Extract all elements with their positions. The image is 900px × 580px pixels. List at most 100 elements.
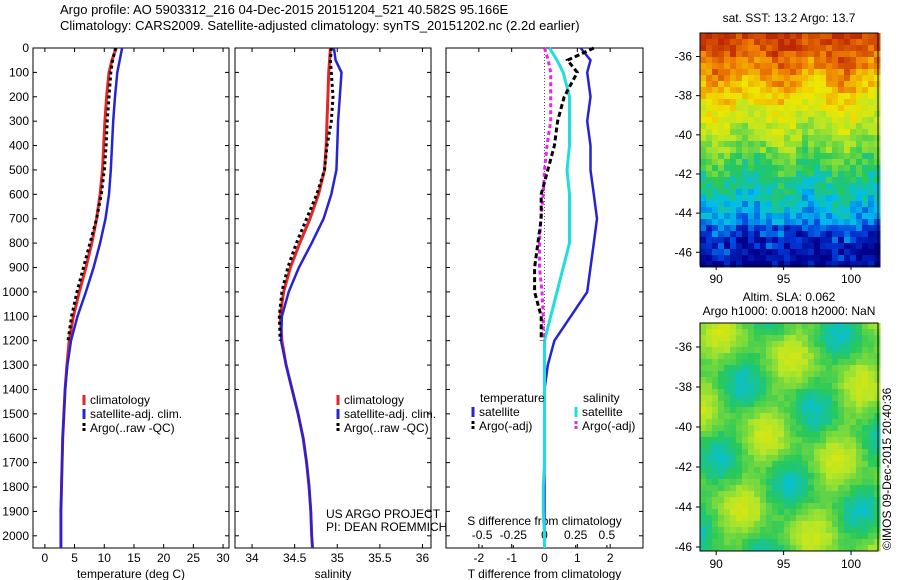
sst-map-cell (748, 255, 755, 262)
sla-map-cell (742, 431, 749, 438)
sst-map-cell (862, 153, 869, 160)
sla-map-cell (766, 515, 773, 522)
sst-map-cell (790, 51, 797, 58)
sst-map-cell (736, 129, 743, 136)
depth-tick-label: 1500 (2, 407, 29, 421)
sla-map-cell (706, 533, 713, 540)
sla-map-cell (730, 461, 737, 468)
sst-map-cell (826, 45, 833, 52)
sst-map-cell (820, 201, 827, 208)
depth-tick-label: 1600 (2, 431, 29, 445)
sst-map-cell (706, 183, 713, 190)
sla-map-cell (778, 461, 785, 468)
sst-map-cell (724, 81, 731, 88)
sla-map-cell (808, 461, 815, 468)
sla-map-cell (790, 389, 797, 396)
sla-map-cell (730, 425, 737, 432)
sst-map-cell (796, 249, 803, 256)
sla-map-cell (724, 521, 731, 528)
sst-map-cell (712, 129, 719, 136)
sst-map-cell (718, 105, 725, 112)
sla-map-cell (706, 521, 713, 528)
sst-map-cell (796, 207, 803, 214)
legend-salinity-header: salinity (583, 391, 620, 405)
sla-map-cell (820, 515, 827, 522)
sst-map-cell (766, 261, 773, 268)
sla-map-cell (778, 329, 785, 336)
sst-map-cell (862, 117, 869, 124)
sst-map-cell (826, 147, 833, 154)
sst-map-cell (832, 51, 839, 58)
sla-map-cell (862, 545, 869, 552)
sst-map-cell (778, 243, 785, 250)
sst-map-cell (778, 33, 785, 40)
sst-map-cell (706, 165, 713, 172)
sst-map-cell (850, 123, 857, 130)
sst-map-cell (808, 93, 815, 100)
sst-map-cell (724, 69, 731, 76)
sst-map-cell (808, 117, 815, 124)
sst-map-cell (706, 99, 713, 106)
sla-map-cell (718, 455, 725, 462)
sla-map-cell (718, 389, 725, 396)
sst-map-cell (820, 159, 827, 166)
sst-map-cell (862, 213, 869, 220)
sla-map-cell (700, 443, 707, 450)
sla-map-cell (766, 371, 773, 378)
sla-map-cell (874, 473, 881, 480)
sla-map-cell (796, 455, 803, 462)
sst-map-cell (838, 147, 845, 154)
sst-map-cell (706, 33, 713, 40)
sla-map-cell (790, 359, 797, 366)
sst-map-cell (760, 219, 767, 226)
sla-map-cell (844, 365, 851, 372)
sst-map-cell (808, 81, 815, 88)
sla-map-cell (856, 545, 863, 552)
sst-map-cell (706, 177, 713, 184)
sst-map-cell (748, 105, 755, 112)
legend-temperature-satellite: satellite (479, 405, 520, 419)
sst-map-cell (856, 171, 863, 178)
sst-map-cell (832, 117, 839, 124)
sst-map-cell (820, 261, 827, 268)
sla-map-cell (838, 371, 845, 378)
sla-map-cell (820, 395, 827, 402)
sst-map-cell (802, 153, 809, 160)
sst-map-cell (736, 105, 743, 112)
sla-map-cell (712, 341, 719, 348)
sst-map-cell (850, 243, 857, 250)
sla-map-y-tick-label: -46 (675, 540, 693, 554)
sst-map-cell (754, 249, 761, 256)
sla-map-cell (742, 401, 749, 408)
sst-map-cell (790, 189, 797, 196)
sla-map-cell (814, 371, 821, 378)
sst-map-cell (730, 243, 737, 250)
sla-map-cell (802, 503, 809, 510)
sla-map-cell (874, 527, 881, 534)
sst-map-cell (874, 207, 881, 214)
sst-map-cell (874, 237, 881, 244)
sla-map-cell (724, 479, 731, 486)
sla-map-cell (844, 401, 851, 408)
sla-map-cell (784, 521, 791, 528)
sst-map-cell (754, 141, 761, 148)
sla-map-cell (826, 455, 833, 462)
sst-map-cell (754, 255, 761, 262)
sst-map-cell (718, 153, 725, 160)
sla-map-cell (772, 479, 779, 486)
sla-map-cell (712, 503, 719, 510)
sst-map-cell (790, 45, 797, 52)
sst-map-cell (826, 75, 833, 82)
sla-map-cell (706, 545, 713, 552)
sla-map-cell (838, 527, 845, 534)
sla-map-cell (778, 413, 785, 420)
sla-map-cell (772, 347, 779, 354)
sst-map-cell (808, 261, 815, 268)
sst-map-cell (742, 117, 749, 124)
sla-map-cell (766, 467, 773, 474)
sst-map-cell (712, 75, 719, 82)
sst-map-cell (730, 159, 737, 166)
sst-map-cell (808, 177, 815, 184)
sla-map-cell (724, 461, 731, 468)
sla-map-cell (742, 455, 749, 462)
